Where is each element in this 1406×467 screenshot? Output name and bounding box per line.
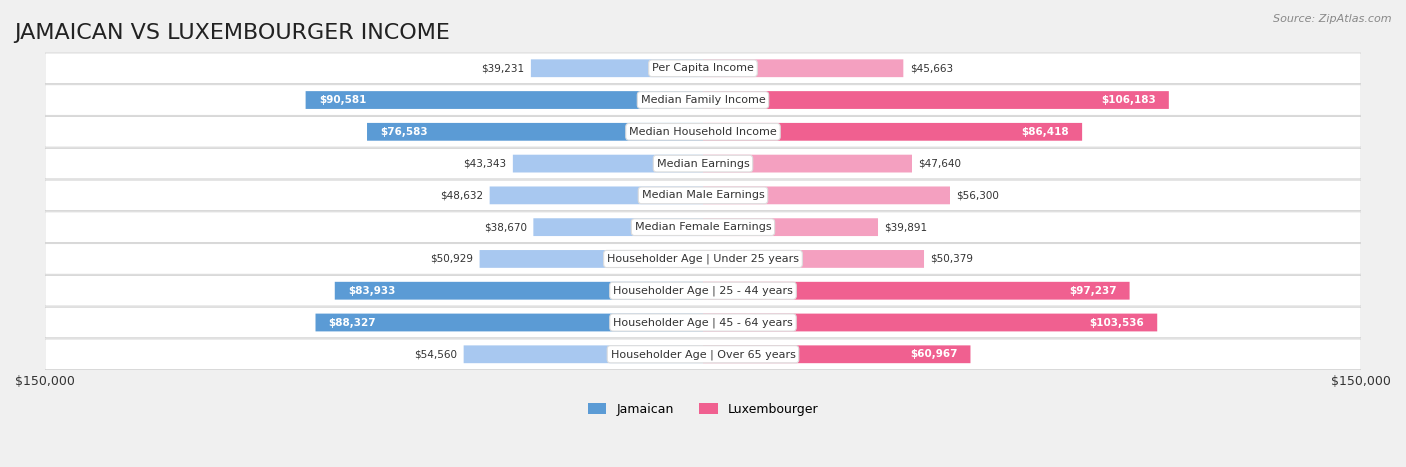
Text: Householder Age | Over 65 years: Householder Age | Over 65 years (610, 349, 796, 360)
FancyBboxPatch shape (703, 91, 1168, 109)
Text: Source: ZipAtlas.com: Source: ZipAtlas.com (1274, 14, 1392, 24)
FancyBboxPatch shape (45, 212, 1361, 242)
Text: $90,581: $90,581 (319, 95, 366, 105)
Text: Median Household Income: Median Household Income (628, 127, 778, 137)
Text: Median Family Income: Median Family Income (641, 95, 765, 105)
FancyBboxPatch shape (45, 117, 1361, 147)
Text: JAMAICAN VS LUXEMBOURGER INCOME: JAMAICAN VS LUXEMBOURGER INCOME (14, 23, 450, 43)
FancyBboxPatch shape (45, 276, 1361, 306)
FancyBboxPatch shape (45, 244, 1361, 274)
Text: Median Female Earnings: Median Female Earnings (634, 222, 772, 232)
FancyBboxPatch shape (45, 149, 1361, 179)
Text: $39,231: $39,231 (481, 63, 524, 73)
FancyBboxPatch shape (335, 282, 703, 300)
FancyBboxPatch shape (703, 123, 1083, 141)
FancyBboxPatch shape (703, 250, 924, 268)
FancyBboxPatch shape (45, 339, 1361, 369)
Text: $47,640: $47,640 (918, 159, 962, 169)
Text: Median Earnings: Median Earnings (657, 159, 749, 169)
Text: $38,670: $38,670 (484, 222, 527, 232)
Text: Median Male Earnings: Median Male Earnings (641, 191, 765, 200)
FancyBboxPatch shape (703, 218, 877, 236)
Text: $56,300: $56,300 (956, 191, 1000, 200)
FancyBboxPatch shape (367, 123, 703, 141)
FancyBboxPatch shape (45, 307, 1361, 338)
FancyBboxPatch shape (703, 282, 1129, 300)
Text: $60,967: $60,967 (910, 349, 957, 359)
FancyBboxPatch shape (703, 314, 1157, 332)
Text: Householder Age | Under 25 years: Householder Age | Under 25 years (607, 254, 799, 264)
Text: $86,418: $86,418 (1021, 127, 1069, 137)
FancyBboxPatch shape (513, 155, 703, 172)
FancyBboxPatch shape (703, 59, 903, 77)
FancyBboxPatch shape (45, 85, 1361, 115)
Text: $39,891: $39,891 (884, 222, 928, 232)
Text: $45,663: $45,663 (910, 63, 953, 73)
Text: $54,560: $54,560 (413, 349, 457, 359)
Text: $88,327: $88,327 (329, 318, 377, 327)
Text: Per Capita Income: Per Capita Income (652, 63, 754, 73)
Text: $106,183: $106,183 (1101, 95, 1156, 105)
FancyBboxPatch shape (45, 53, 1361, 84)
FancyBboxPatch shape (703, 346, 970, 363)
FancyBboxPatch shape (315, 314, 703, 332)
Text: Householder Age | 45 - 64 years: Householder Age | 45 - 64 years (613, 317, 793, 328)
FancyBboxPatch shape (533, 218, 703, 236)
FancyBboxPatch shape (531, 59, 703, 77)
FancyBboxPatch shape (464, 346, 703, 363)
FancyBboxPatch shape (489, 186, 703, 204)
Text: $103,536: $103,536 (1090, 318, 1144, 327)
Text: $83,933: $83,933 (347, 286, 395, 296)
Text: $48,632: $48,632 (440, 191, 484, 200)
FancyBboxPatch shape (479, 250, 703, 268)
FancyBboxPatch shape (305, 91, 703, 109)
FancyBboxPatch shape (703, 155, 912, 172)
Text: $43,343: $43,343 (463, 159, 506, 169)
Text: $76,583: $76,583 (380, 127, 427, 137)
Text: $97,237: $97,237 (1069, 286, 1116, 296)
Text: Householder Age | 25 - 44 years: Householder Age | 25 - 44 years (613, 285, 793, 296)
FancyBboxPatch shape (703, 186, 950, 204)
Text: $50,379: $50,379 (931, 254, 973, 264)
Legend: Jamaican, Luxembourger: Jamaican, Luxembourger (582, 398, 824, 421)
FancyBboxPatch shape (45, 180, 1361, 211)
Text: $50,929: $50,929 (430, 254, 472, 264)
